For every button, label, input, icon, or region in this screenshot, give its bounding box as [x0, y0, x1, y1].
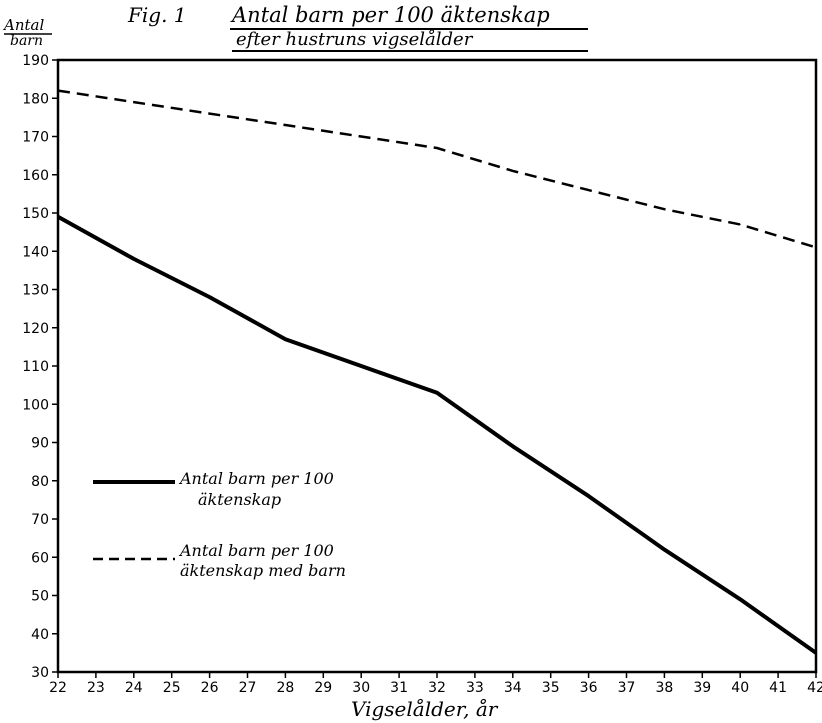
series-0-point: [284, 338, 286, 340]
x-tick-label: 28: [276, 680, 294, 696]
y-tick-label: 80: [31, 474, 49, 490]
x-tick-label: 42: [807, 680, 822, 696]
series-0-point: [436, 392, 438, 394]
plot-frame: [56, 58, 818, 674]
legend-label-dashed-line1: Antal barn per 100: [178, 541, 334, 560]
y-tick-label: 100: [22, 397, 49, 413]
series-1-point: [436, 147, 438, 149]
x-axis-label: Vigselålder, år: [351, 697, 499, 721]
y-tick-label: 50: [31, 589, 49, 605]
x-tick-label: 37: [618, 680, 636, 696]
x-tick-label: 41: [769, 680, 787, 696]
series-1-point: [360, 136, 362, 137]
figure-number: Fig. 1: [127, 3, 187, 27]
series-1-point: [739, 223, 741, 225]
y-tick-label: 190: [22, 53, 49, 69]
y-tick-label: 60: [31, 550, 49, 566]
series-0-point: [512, 445, 514, 447]
x-tick-label: 39: [693, 680, 711, 696]
x-tick-label: 27: [239, 680, 257, 696]
legend: Antal barn per 100 äktenskap Antal barn …: [93, 469, 346, 580]
x-tick-label: 36: [580, 680, 598, 696]
series-0-point: [739, 598, 741, 600]
series-0-point: [360, 365, 362, 367]
y-tick-label: 170: [22, 130, 49, 146]
series-0-point: [815, 652, 817, 654]
series-1-point: [663, 208, 665, 210]
series-1-point: [512, 170, 514, 172]
y-axis-label-line2: barn: [10, 33, 43, 49]
series-0-point: [133, 258, 135, 260]
chart-title: Antal barn per 100 äktenskap: [230, 3, 550, 27]
y-tick-label: 130: [22, 283, 49, 299]
x-tick-label: 38: [655, 680, 673, 696]
x-tick-label: 32: [428, 680, 446, 696]
x-tick-label: 24: [125, 680, 143, 696]
series-1-point: [133, 101, 135, 103]
series-1-point: [284, 124, 286, 126]
x-tick-label: 22: [49, 680, 67, 696]
series-line-dashed: [57, 89, 817, 249]
y-tick-label: 160: [22, 168, 49, 184]
legend-label-solid-line2: äktenskap: [198, 490, 281, 509]
series-1-point: [209, 113, 211, 115]
x-tick-label: 29: [314, 680, 332, 696]
x-tick-label: 33: [466, 680, 484, 696]
y-tick-label: 150: [22, 206, 49, 222]
y-tick-label: 180: [22, 91, 49, 107]
y-tick-label: 140: [22, 244, 49, 260]
x-tick-label: 31: [390, 680, 408, 696]
y-axis-ticks: 30 40 50 60 70 80 90 100 110 120 130 140 150 160 170 18…: [22, 53, 58, 681]
series-layer: [57, 89, 818, 655]
series-line-solid: [57, 215, 818, 655]
x-axis-ticks: 22 23 24 25 26 27 28 29 30 31 32 33 34 35 36 37 38 39 40 41…: [49, 672, 822, 696]
series-0-point: [588, 495, 590, 497]
chart-subtitle: efter hustruns vigselålder: [236, 28, 474, 50]
y-tick-label: 70: [31, 512, 49, 528]
x-tick-label: 40: [731, 680, 749, 696]
y-tick-label: 120: [22, 321, 49, 337]
series-1-point: [588, 189, 590, 191]
y-axis-label-line1: Antal: [2, 16, 44, 34]
x-tick-label: 30: [352, 680, 370, 696]
y-tick-label: 90: [31, 436, 49, 452]
series-0-point: [663, 549, 665, 551]
series-1-point: [57, 90, 59, 92]
y-tick-label: 30: [31, 665, 49, 681]
x-tick-label: 23: [87, 680, 105, 696]
y-tick-label: 110: [22, 359, 49, 375]
series-1-point: [815, 246, 817, 248]
series-0-point: [209, 296, 211, 298]
y-tick-label: 40: [31, 627, 49, 643]
x-tick-label: 26: [201, 680, 219, 696]
x-tick-label: 35: [542, 680, 560, 696]
x-tick-label: 34: [504, 680, 522, 696]
x-tick-label: 25: [163, 680, 181, 696]
legend-label-solid-line1: Antal barn per 100: [178, 469, 334, 488]
series-0-point: [57, 216, 59, 218]
legend-label-dashed-line2: äktenskap med barn: [180, 561, 346, 580]
